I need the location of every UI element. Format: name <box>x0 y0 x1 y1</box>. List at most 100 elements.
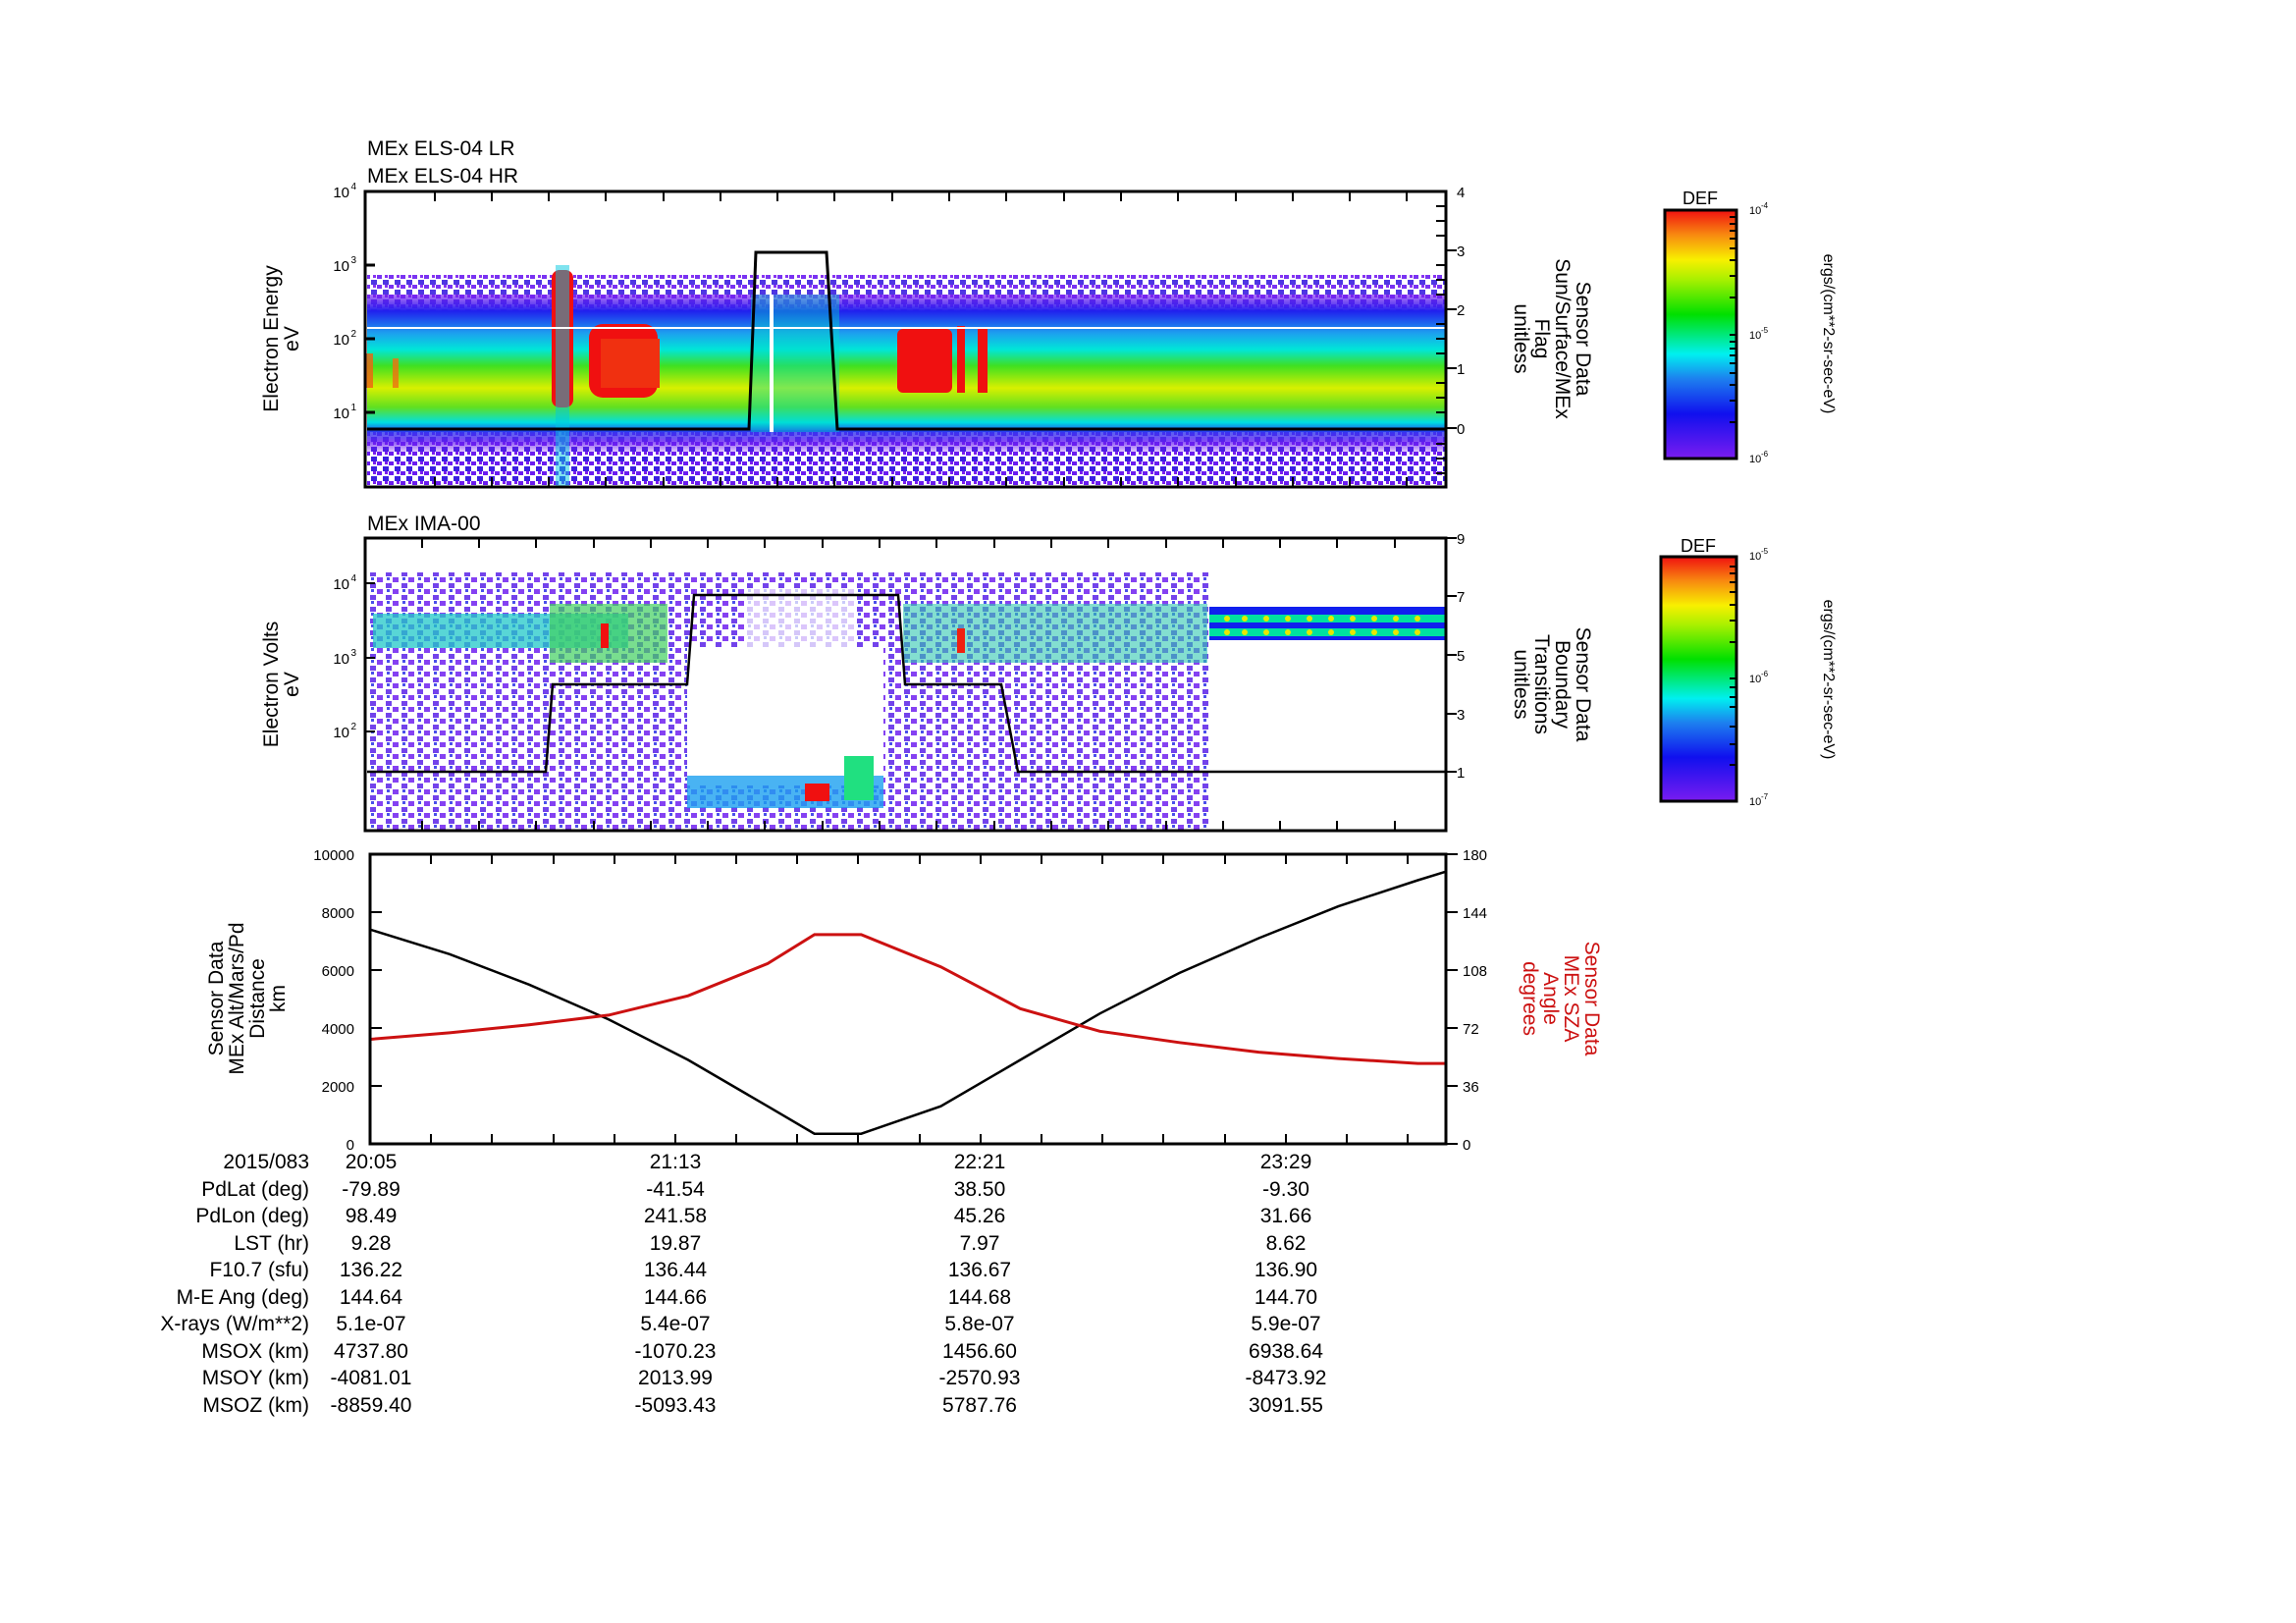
orbit-right-ticks: 180 144 108 72 36 0 <box>1463 847 1487 1154</box>
svg-text:-7: -7 <box>1761 792 1769 801</box>
svg-text:3: 3 <box>1457 707 1465 724</box>
orbit-ylabel: Sensor Data MEx Alt/Mars/Pd Distance km <box>205 922 290 1074</box>
svg-text:2: 2 <box>350 329 356 340</box>
eph-value: 2013.99 <box>638 1367 713 1389</box>
eph-value: -41.54 <box>646 1177 705 1201</box>
svg-text:0: 0 <box>1457 421 1465 438</box>
svg-text:4000: 4000 <box>322 1021 354 1038</box>
svg-text:Sensor Data: Sensor Data <box>1580 942 1603 1056</box>
orbit-left-ticks: 10000 8000 6000 4000 2000 0 <box>313 847 354 1154</box>
eph-value: 241.58 <box>643 1205 708 1227</box>
svg-text:10: 10 <box>1749 796 1761 808</box>
svg-text:72: 72 <box>1463 1021 1479 1038</box>
svg-text:-5: -5 <box>1761 547 1769 556</box>
eph-value: 98.49 <box>345 1205 398 1227</box>
ephemeris-column-1: 20:05 -79.89 98.49 9.28 136.22 144.64 5.… <box>302 1149 440 1419</box>
ima-spectrogram <box>367 572 1445 831</box>
eph-value: -5093.43 <box>634 1393 717 1417</box>
svg-text:9: 9 <box>1457 531 1465 548</box>
els-colorbar: DEF 10 -4 10 -5 10 -6 ergs/(cm**2-sr-sec-eV… <box>1663 189 1837 465</box>
svg-text:Angle: Angle <box>1539 972 1562 1025</box>
ima-colorbar: DEF 10 -5 10 -6 10 -7 ergs/(cm**2-sr-sec-eV… <box>1659 536 1837 808</box>
svg-text:-6: -6 <box>1761 450 1769 459</box>
eph-value: 136.22 <box>339 1259 403 1281</box>
eph-time: 20:05 <box>345 1151 398 1173</box>
els-ylabel: Electron Energy eV <box>260 265 303 412</box>
ephemeris-column-3: 22:21 38.50 45.26 7.97 136.67 144.68 5.8… <box>911 1149 1048 1419</box>
svg-text:0: 0 <box>347 1137 354 1154</box>
svg-text:5: 5 <box>1457 648 1465 665</box>
eph-time: 23:29 <box>1259 1151 1312 1173</box>
eph-time: 21:13 <box>649 1151 702 1173</box>
ima-frame <box>363 536 1448 833</box>
svg-text:2000: 2000 <box>322 1079 354 1096</box>
eph-value: -4081.01 <box>330 1367 412 1389</box>
svg-text:Distance: Distance <box>246 958 269 1039</box>
eph-time: 22:21 <box>953 1151 1006 1173</box>
svg-text:Sensor Data: Sensor Data <box>1572 627 1594 742</box>
eph-value: 5.4e-07 <box>640 1313 711 1335</box>
altitude-line <box>369 870 1447 1135</box>
svg-text:7: 7 <box>1457 589 1465 606</box>
svg-text:10: 10 <box>333 651 349 668</box>
svg-text:36: 36 <box>1463 1079 1479 1096</box>
svg-text:144: 144 <box>1463 905 1487 922</box>
ima-right-ticks: 9 7 5 3 1 <box>1457 531 1465 782</box>
els-right-minor-ticks <box>1436 205 1457 474</box>
ima-y2label: Sensor Data Boundary Transitions unitles… <box>1510 627 1594 742</box>
eph-value: 136.90 <box>1254 1259 1318 1281</box>
eph-value: 8.62 <box>1265 1231 1307 1255</box>
eph-value: -1070.23 <box>634 1339 717 1363</box>
svg-text:10: 10 <box>1749 205 1761 217</box>
els-title-lr: MEx ELS-04 LR <box>367 137 515 160</box>
eph-value: 9.28 <box>350 1231 392 1255</box>
ima-panel: MEx IMA-00 <box>260 513 1837 833</box>
orbit-panel: 10000 8000 6000 4000 2000 0 180 144 108 72 36 0 Se… <box>205 847 1603 1154</box>
svg-text:10: 10 <box>333 725 349 741</box>
eph-value: 136.67 <box>947 1259 1012 1281</box>
svg-text:1: 1 <box>1457 361 1465 378</box>
svg-text:3: 3 <box>350 648 356 659</box>
eph-value: 3091.55 <box>1249 1393 1323 1417</box>
eph-value: 144.64 <box>339 1285 403 1309</box>
eph-label: MSOY (km) <box>201 1367 309 1389</box>
svg-text:3: 3 <box>1457 243 1465 260</box>
svg-text:Flag: Flag <box>1530 319 1553 359</box>
ima-boundary-line <box>367 593 1445 774</box>
svg-text:10: 10 <box>1749 330 1761 342</box>
els-flag-line <box>367 250 1445 431</box>
ima-left-ticks: 10 4 10 3 10 2 <box>333 573 356 741</box>
eph-label: PdLat (deg) <box>201 1177 309 1201</box>
eph-value: 4737.80 <box>334 1339 408 1363</box>
orbit-frame <box>368 852 1448 1146</box>
svg-text:2: 2 <box>1457 302 1465 319</box>
eph-label: X-rays (W/m**2) <box>160 1313 309 1335</box>
eph-value: -9.30 <box>1262 1177 1309 1201</box>
eph-value: 144.68 <box>947 1285 1012 1309</box>
svg-text:10: 10 <box>333 185 349 201</box>
eph-value: -8859.40 <box>330 1393 412 1417</box>
orbit-y2label: Sensor Data MEx SZA Angle degrees <box>1519 942 1603 1056</box>
svg-text:-6: -6 <box>1761 670 1769 678</box>
svg-text:10: 10 <box>333 332 349 349</box>
svg-text:Transitions: Transitions <box>1530 634 1553 734</box>
eph-value: 5.9e-07 <box>1251 1313 1321 1335</box>
ima-ticks <box>365 537 1457 831</box>
svg-text:2: 2 <box>350 722 356 732</box>
orbit-ticks <box>370 853 1458 1145</box>
svg-text:Sun/Surface/MEx: Sun/Surface/MEx <box>1551 258 1574 419</box>
eph-label: PdLon (deg) <box>195 1205 309 1227</box>
svg-text:0: 0 <box>1463 1137 1470 1154</box>
eph-value: 136.44 <box>643 1259 708 1281</box>
svg-text:10: 10 <box>333 576 349 593</box>
svg-text:Electron Volts: Electron Volts <box>260 622 283 747</box>
eph-value: 7.97 <box>959 1231 1000 1255</box>
eph-value: 144.66 <box>643 1285 708 1309</box>
ephemeris-column-2: 21:13 -41.54 241.58 19.87 136.44 144.66 … <box>607 1149 744 1419</box>
svg-text:10: 10 <box>1749 674 1761 685</box>
svg-text:4: 4 <box>350 573 356 584</box>
eph-label: LST (hr) <box>234 1231 309 1255</box>
els-y2label: Sensor Data Sun/Surface/MEx Flag unitles… <box>1510 258 1594 419</box>
eph-value: 5787.76 <box>942 1393 1017 1417</box>
